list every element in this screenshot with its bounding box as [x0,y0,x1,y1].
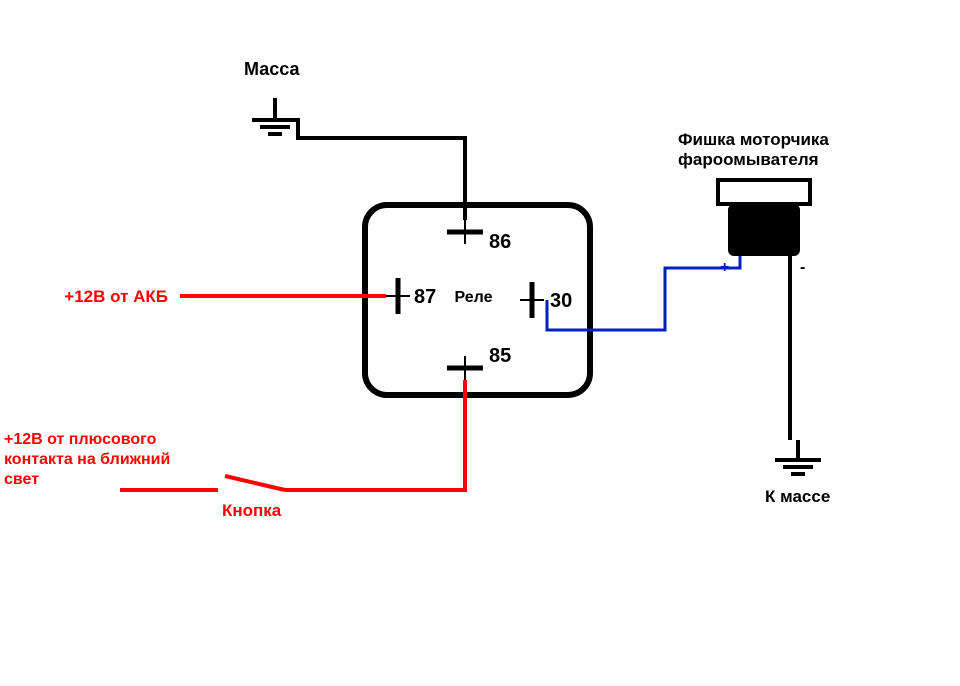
pin-label-86: 86 [489,231,511,253]
label-lowbeam-1: +12В от плюсового [4,431,157,448]
connector-top [718,180,810,204]
label-button: Кнопка [222,501,282,520]
label-ground-top: Масса [244,59,300,79]
relay-label: Реле [454,289,492,306]
label-minus: - [800,259,805,276]
connector-body [728,204,800,256]
pin-label-85: 85 [489,345,511,367]
label-lowbeam-2: контакта на ближний [4,451,170,468]
label-connector-1: Фишка моторчика [678,130,829,149]
switch-arm [225,476,285,490]
wire-30-to-connector [547,256,740,330]
pin-label-30: 30 [550,290,572,312]
label-from-batt: +12В от АКБ [64,287,168,306]
label-lowbeam-3: свет [4,471,39,488]
pin-label-87: 87 [414,286,436,308]
label-to-ground: К массе [765,487,830,506]
label-connector-2: фароомывателя [678,150,819,169]
